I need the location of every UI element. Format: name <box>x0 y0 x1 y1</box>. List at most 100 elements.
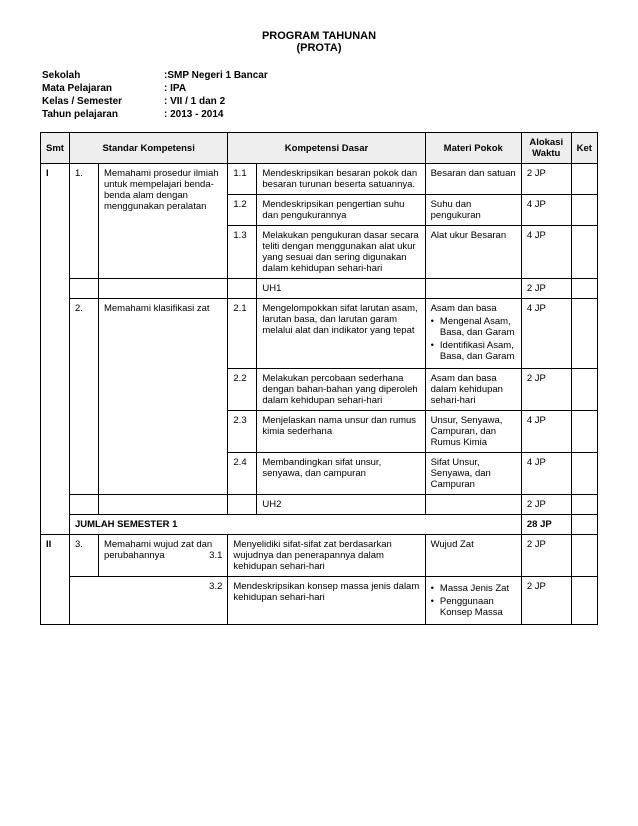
kd-text: Mendeskripsikan pengertian suhu dan peng… <box>257 195 425 226</box>
table-row: II 3. Memahami wujud zat dan perubahanny… <box>41 535 598 577</box>
ket-cell <box>571 369 597 411</box>
semester-sum-row: JUMLAH SEMESTER 1 28 JP <box>41 515 598 535</box>
materi-cell: Asam dan basa dalam kehidupan sehari-har… <box>425 369 521 411</box>
bullet-text: Penggunaan Konsep Massa <box>440 596 516 618</box>
table-row: UH1 2 JP <box>41 279 598 299</box>
sk-num-empty <box>69 495 98 515</box>
table-row: I 1. Memahami prosedur ilmiah untuk memp… <box>41 164 598 195</box>
kd-num-empty <box>228 495 257 515</box>
ket-cell <box>571 411 597 453</box>
meta-info: Sekolah:SMP Negeri 1 Bancar Mata Pelajar… <box>40 68 270 122</box>
sk-num: 1. <box>69 164 98 279</box>
kd-num: 3.1 <box>209 550 222 561</box>
meta-value: : IPA <box>164 83 268 94</box>
alokasi-cell: 2 JP <box>521 495 571 515</box>
sk-num-empty <box>69 279 98 299</box>
alokasi-cell: 4 JP <box>521 195 571 226</box>
alokasi-cell: 4 JP <box>521 299 571 369</box>
kd-text: Melakukan percobaan sederhana dengan bah… <box>257 369 425 411</box>
kd-text: Menjelaskan nama unsur dan rumus kimia s… <box>257 411 425 453</box>
sk-text: Memahami wujud zat dan perubahannya 3.1 <box>98 535 227 577</box>
ket-cell <box>571 577 597 625</box>
bullet-icon: • <box>431 316 434 338</box>
materi-cell <box>425 279 521 299</box>
materi-cell: Alat ukur Besaran <box>425 226 521 279</box>
materi-cell: Besaran dan satuan <box>425 164 521 195</box>
kd-text: Mengelompokkan sifat larutan asam, larut… <box>257 299 425 369</box>
kd-text: Mendeskripsikan besaran pokok dan besara… <box>257 164 425 195</box>
meta-label: Mata Pelajaran <box>42 83 162 94</box>
col-alokasi: Alokasi Waktu <box>521 133 571 164</box>
bullet-icon: • <box>431 340 434 362</box>
kd-num: 3.2 <box>69 577 227 625</box>
materi-cell: • Massa Jenis Zat • Penggunaan Konsep Mass… <box>425 577 521 625</box>
meta-value: :SMP Negeri 1 Bancar <box>164 70 268 81</box>
curriculum-table: Smt Standar Kompetensi Kompetensi Dasar … <box>40 132 598 625</box>
materi-cell: Wujud Zat <box>425 535 521 577</box>
kd-text: Melakukan pengukuran dasar secara teliti… <box>257 226 425 279</box>
col-sk: Standar Kompetensi <box>69 133 227 164</box>
materi-cell: Sifat Unsur, Senyawa, dan Campuran <box>425 453 521 495</box>
alokasi-cell: 4 JP <box>521 453 571 495</box>
kd-num: 2.1 <box>228 299 257 369</box>
alokasi-cell: 2 JP <box>521 164 571 195</box>
col-smt: Smt <box>41 133 70 164</box>
ket-cell <box>571 535 597 577</box>
kd-text: Menyelidiki sifat-sifat zat berdasarkan … <box>228 535 425 577</box>
alokasi-cell: 2 JP <box>521 577 571 625</box>
alokasi-cell: 2 JP <box>521 369 571 411</box>
sk-text: Memahami prosedur ilmiah untuk mempelaja… <box>98 164 227 279</box>
smt-cell: II <box>41 535 70 625</box>
materi-title: Asam dan basa <box>431 303 497 314</box>
sk-num: 2. <box>69 299 98 495</box>
kd-num: 1.3 <box>228 226 257 279</box>
kd-num: 1.2 <box>228 195 257 226</box>
ket-cell <box>571 195 597 226</box>
meta-label: Tahun pelajaran <box>42 109 162 120</box>
ket-cell <box>571 164 597 195</box>
ket-cell <box>571 279 597 299</box>
meta-value: : 2013 - 2014 <box>164 109 268 120</box>
ket-cell <box>571 453 597 495</box>
bullet-text: Mengenal Asam, Basa, dan Garam <box>440 316 516 338</box>
ket-cell <box>571 299 597 369</box>
sk-text-empty <box>98 495 227 515</box>
bullet-icon: • <box>431 583 434 594</box>
sk-num: 3. <box>69 535 98 577</box>
alokasi-cell: 2 JP <box>521 535 571 577</box>
document-title: PROGRAM TAHUNAN (PROTA) <box>40 30 598 54</box>
col-materi: Materi Pokok <box>425 133 521 164</box>
meta-label: Kelas / Semester <box>42 96 162 107</box>
bullet-text: Identifikasi Asam, Basa, dan Garam <box>440 340 516 362</box>
alokasi-cell: 2 JP <box>521 279 571 299</box>
sk-text: Memahami klasifikasi zat <box>98 299 227 495</box>
title-line-1: PROGRAM TAHUNAN <box>262 30 376 42</box>
materi-cell: Asam dan basa • Mengenal Asam, Basa, dan … <box>425 299 521 369</box>
kd-text: Membandingkan sifat unsur, senyawa, dan … <box>257 453 425 495</box>
materi-cell: Suhu dan pengukuran <box>425 195 521 226</box>
bullet-text: Massa Jenis Zat <box>440 583 509 594</box>
table-row: UH2 2 JP <box>41 495 598 515</box>
table-row: 2. Memahami klasifikasi zat 2.1 Mengelom… <box>41 299 598 369</box>
alokasi-cell: 4 JP <box>521 411 571 453</box>
table-header-row: Smt Standar Kompetensi Kompetensi Dasar … <box>41 133 598 164</box>
materi-cell: Unsur, Senyawa, Campuran, dan Rumus Kimi… <box>425 411 521 453</box>
uh-cell: UH1 <box>257 279 425 299</box>
sum-label: JUMLAH SEMESTER 1 <box>69 515 521 535</box>
smt-cell: I <box>41 164 70 535</box>
meta-value: : VII / 1 dan 2 <box>164 96 268 107</box>
meta-label: Sekolah <box>42 70 162 81</box>
kd-num: 2.4 <box>228 453 257 495</box>
bullet-icon: • <box>431 596 434 618</box>
alokasi-cell: 4 JP <box>521 226 571 279</box>
ket-cell <box>571 515 597 535</box>
kd-num-empty <box>228 279 257 299</box>
sk-text-empty <box>98 279 227 299</box>
materi-cell <box>425 495 521 515</box>
sum-value: 28 JP <box>521 515 571 535</box>
kd-text: Mendeskripsikan konsep massa jenis dalam… <box>228 577 425 625</box>
title-line-2: (PROTA) <box>296 42 341 54</box>
kd-num: 1.1 <box>228 164 257 195</box>
kd-num: 2.2 <box>228 369 257 411</box>
col-ket: Ket <box>571 133 597 164</box>
